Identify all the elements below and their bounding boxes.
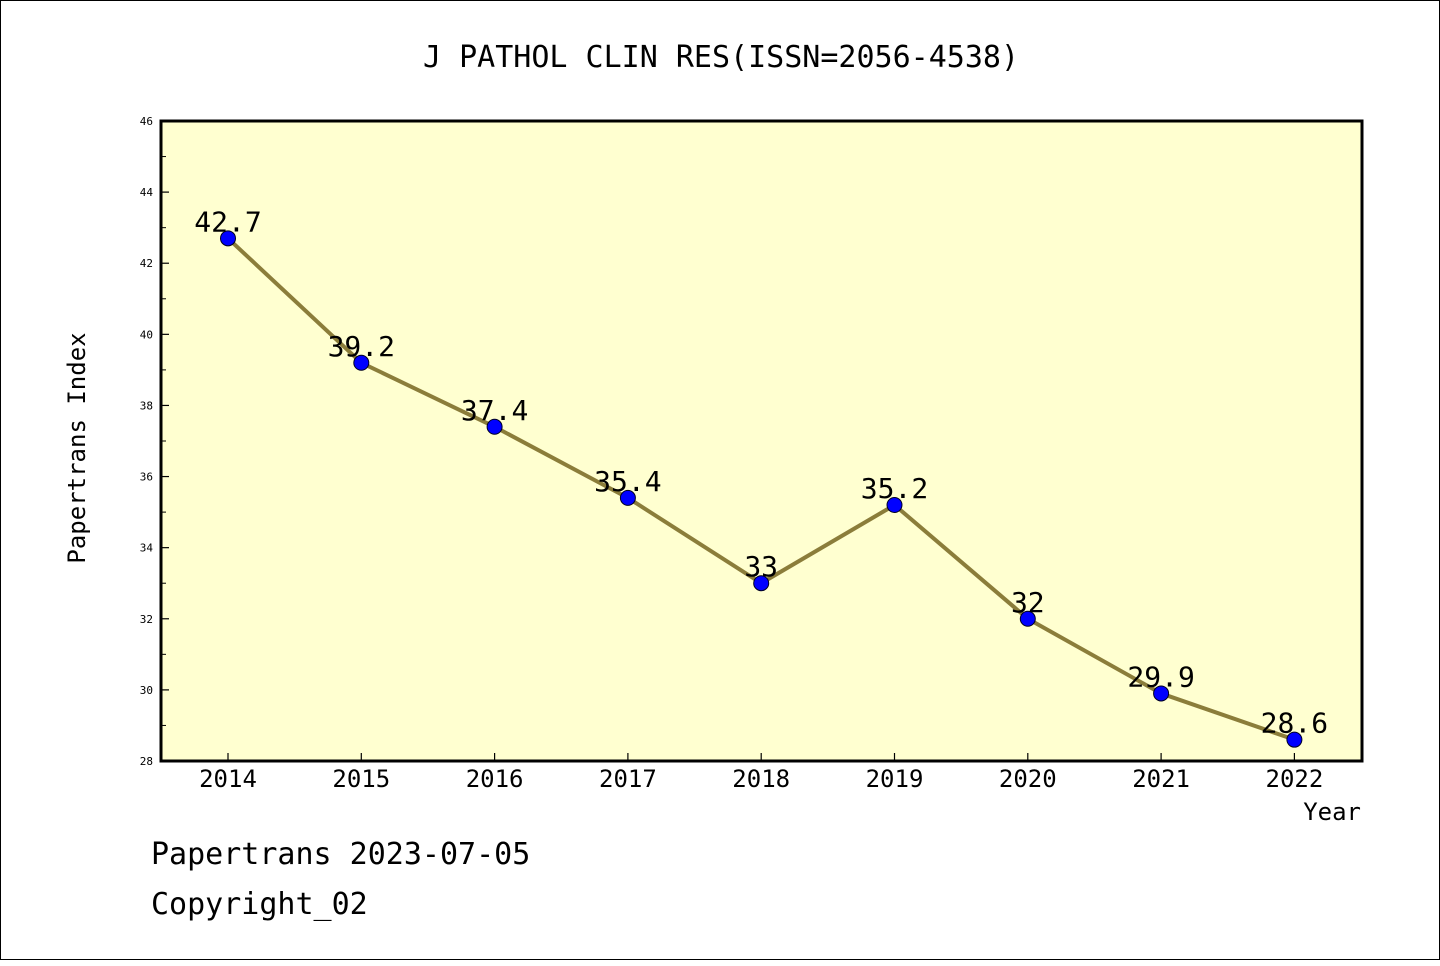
x-tick-label: 2014 (199, 765, 257, 793)
x-axis: 2014 2015 2016 2017 2018 2019 2020 2021 2022 (199, 753, 1323, 793)
y-tick-label: 34 (140, 542, 154, 555)
plot-area (159, 119, 1364, 763)
y-tick-label: 28 (140, 755, 153, 768)
y-tick-label: 38 (140, 399, 153, 412)
data-label: 29.9 (1127, 660, 1194, 693)
x-tick-label: 2021 (1132, 765, 1190, 793)
data-label: 42.7 (194, 205, 261, 238)
y-axis: 28 30 32 34 36 38 40 42 44 46 (140, 115, 169, 768)
series-layer: 42.7 39.2 37.4 35.4 33 35.2 32 29.9 28.6 (194, 205, 1328, 748)
y-tick-label: 36 (140, 471, 153, 484)
y-tick-label: 32 (140, 613, 153, 626)
data-label: 28.6 (1261, 707, 1328, 740)
data-label: 37.4 (461, 394, 528, 427)
chart-title: J PATHOL CLIN RES(ISSN=2056-4538) (423, 40, 1019, 75)
x-tick-label: 2022 (1266, 765, 1324, 793)
x-axis-label: Year (1303, 798, 1361, 826)
x-tick-label: 2018 (732, 765, 790, 793)
x-tick-label: 2016 (466, 765, 524, 793)
data-point (353, 354, 370, 371)
y-tick-label: 46 (140, 115, 153, 128)
data-point (1019, 610, 1036, 627)
data-label: 32 (1011, 586, 1045, 619)
y-tick-label: 44 (140, 186, 154, 199)
data-point (220, 230, 236, 247)
y-axis-label: Papertrans Index (63, 332, 91, 563)
x-tick-label: 2020 (999, 765, 1057, 793)
x-tick-label: 2019 (866, 765, 924, 793)
x-tick-label: 2015 (332, 765, 390, 793)
x-tick-label: 2017 (599, 765, 657, 793)
y-tick-label: 42 (140, 257, 153, 270)
y-tick-label: 30 (140, 684, 153, 697)
data-label: 35.2 (861, 472, 928, 505)
data-point (886, 497, 903, 513)
footer-copyright-text: Copyright_02 (151, 887, 368, 922)
data-point (1286, 731, 1303, 748)
data-point (753, 575, 770, 592)
data-point (486, 418, 503, 435)
y-tick-label: 40 (140, 328, 153, 341)
data-point (1153, 685, 1170, 702)
data-label: 39.2 (328, 330, 395, 363)
data-label: 33 (744, 550, 778, 583)
data-label: 35.4 (594, 465, 661, 498)
footer-date-text: Papertrans 2023-07-05 (151, 837, 531, 872)
data-point (619, 489, 636, 506)
